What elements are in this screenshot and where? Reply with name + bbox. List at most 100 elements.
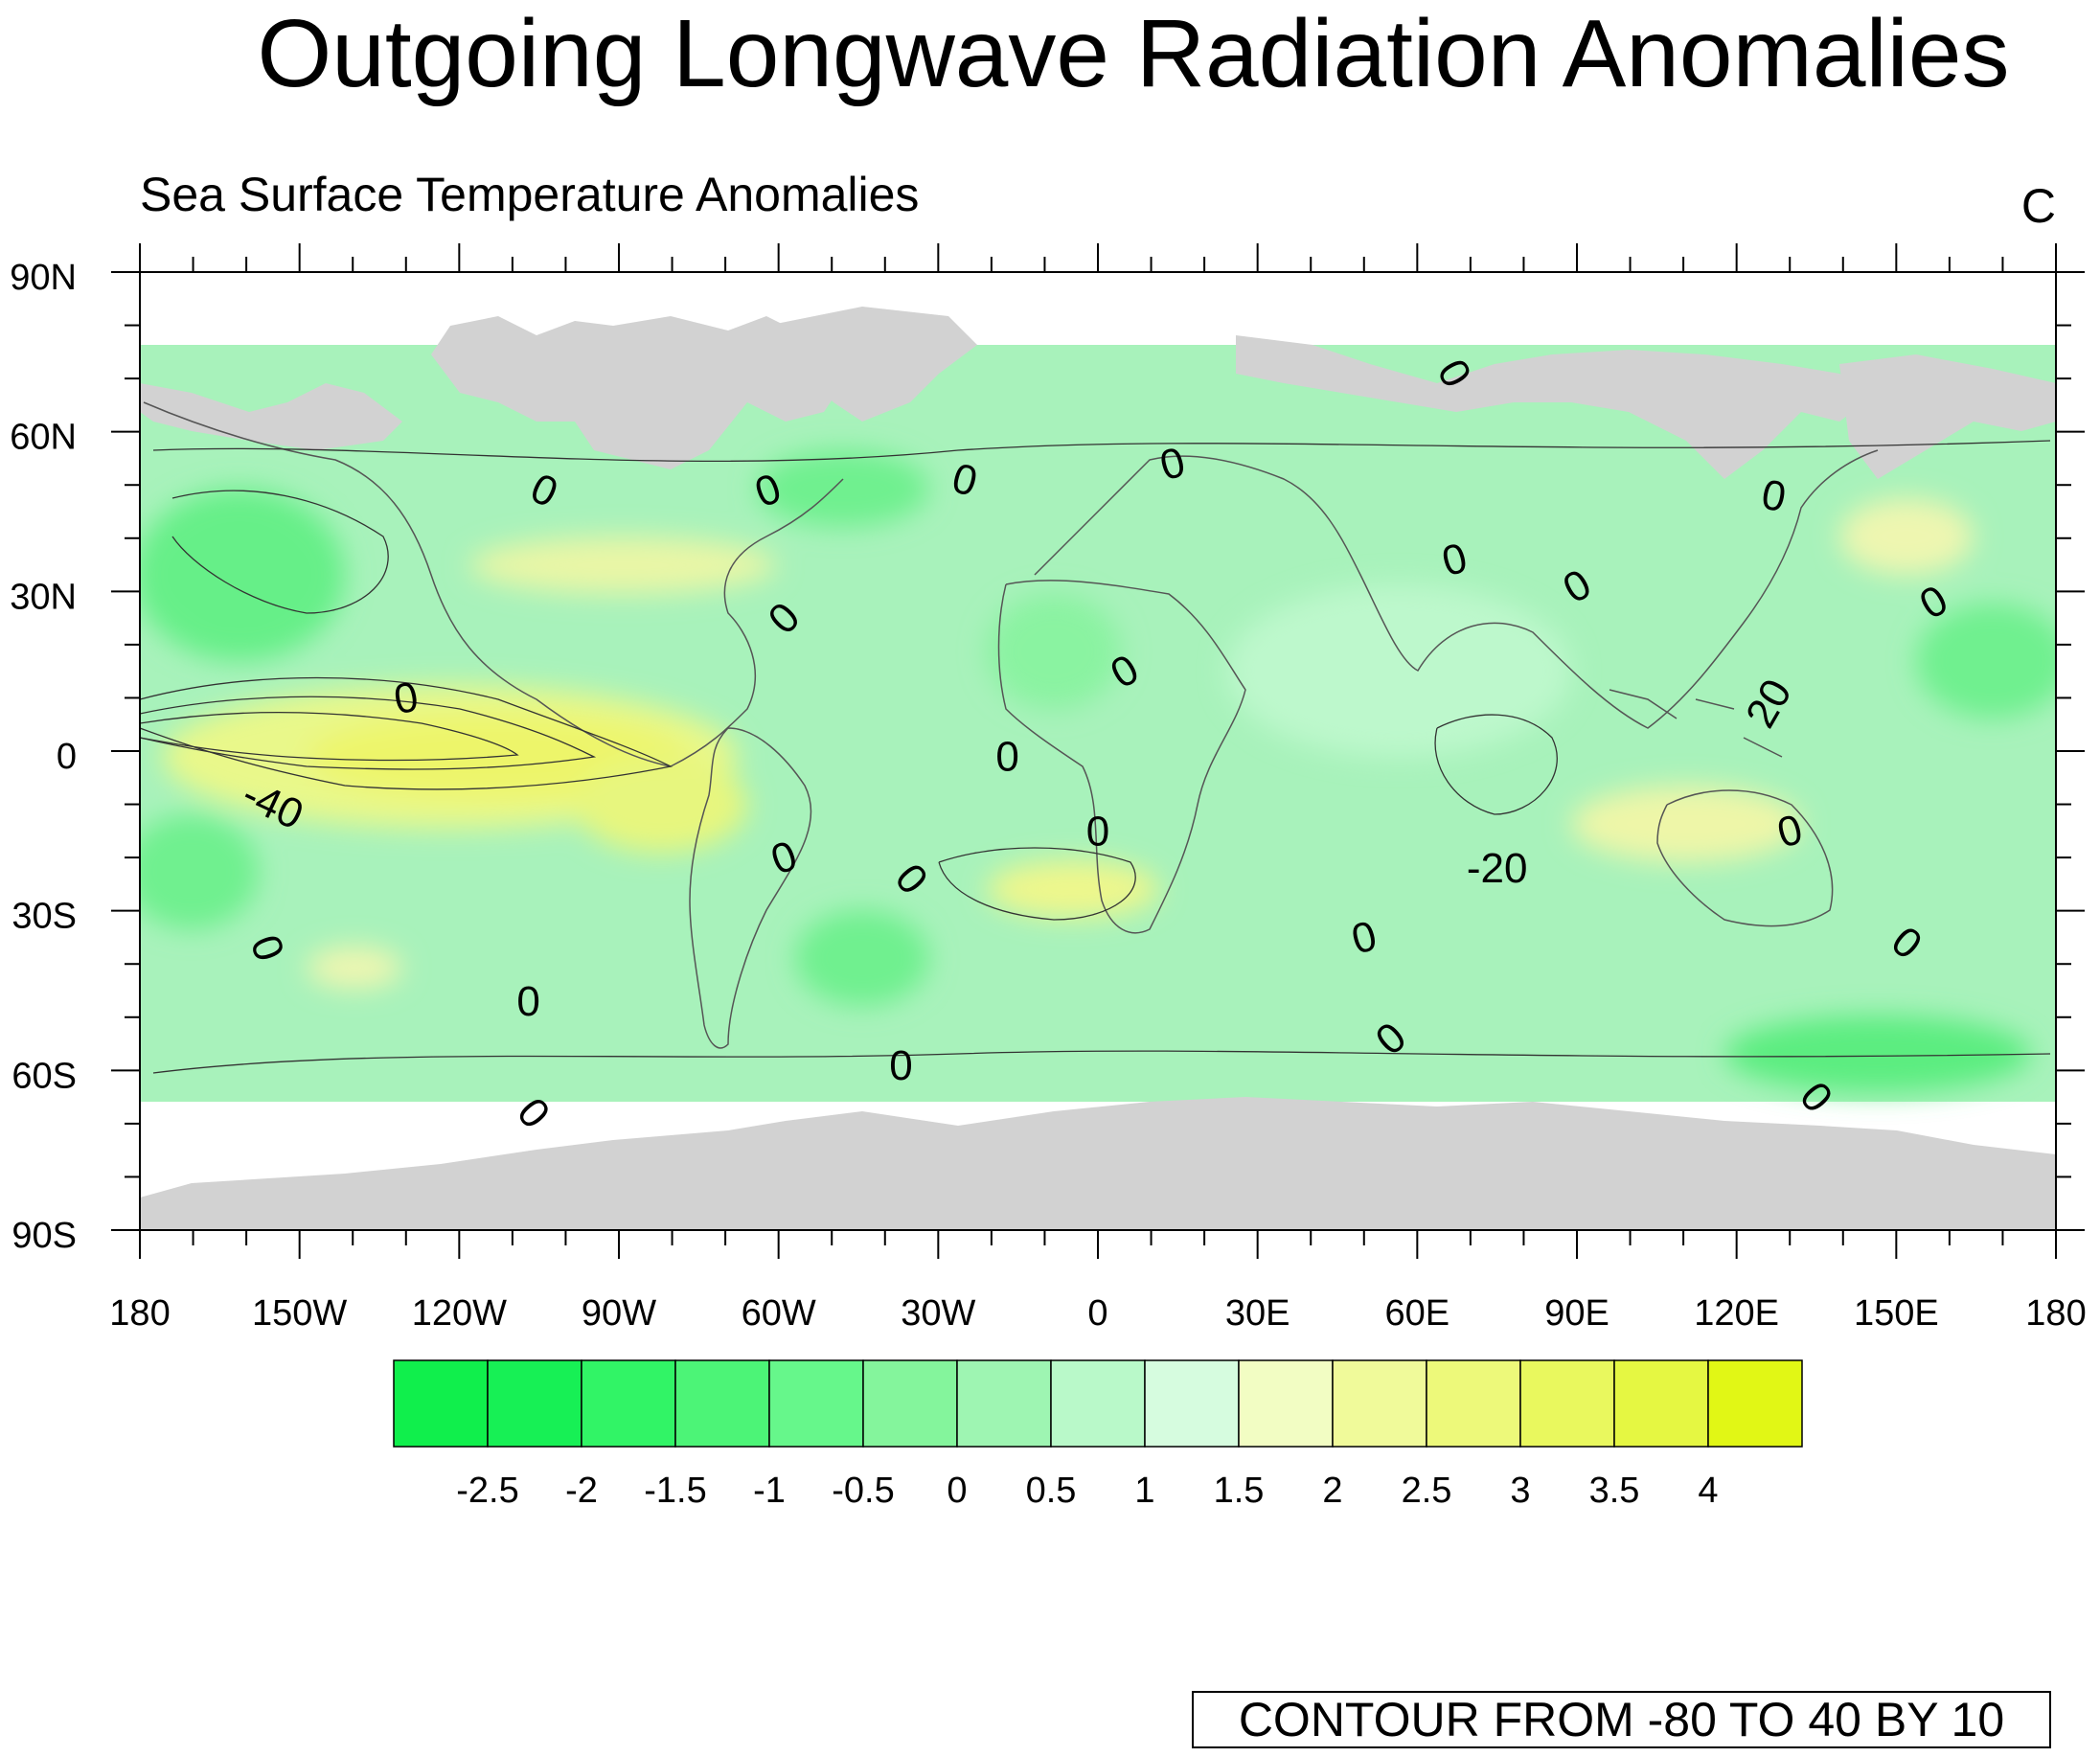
coast-maritime [1609,689,1783,758]
colorbar-label: -0.5 [832,1471,894,1511]
olr-contour-so [152,1050,2051,1074]
colorbar-box [1613,1359,1709,1448]
colorbar-box [956,1359,1052,1448]
sst-cool-satl-e [795,910,929,1006]
lon-tick-label: 150E [1854,1293,1939,1334]
lon-tick-label: 60W [742,1293,816,1334]
land-alaska [140,383,402,450]
coast-north-america [143,401,844,767]
main-title: Outgoing Longwave Radiation Anomalies [257,0,2009,107]
colorbar-label: 3.5 [1589,1471,1640,1511]
coast-australia [1656,789,1834,927]
lat-tick-label: 60S [11,1056,77,1096]
colorbar-label: 1 [1134,1471,1154,1511]
colorbar-label: -1.5 [644,1471,706,1511]
colorbar-box [674,1359,770,1448]
colorbar-label: 0 [947,1471,967,1511]
lon-tick-label: 30W [901,1293,975,1334]
sst-cool-so [1724,1015,2031,1092]
land-ne-asia [1839,354,2056,479]
coast-africa [997,580,1246,934]
colorbar-label: 3 [1510,1471,1530,1511]
lat-tick-label: 30S [11,897,77,937]
sst-warm-npac-w [1839,498,1974,575]
contour-label: 0 [516,978,539,1025]
colorbar-box [768,1359,864,1448]
olr-contour-npac [171,490,389,614]
colorbar-box [1707,1359,1803,1448]
sst-warm-spac [307,947,402,989]
contour-info-text: CONTOUR FROM -80 TO 40 BY 10 [1238,1693,2005,1746]
olr-contour-nh [152,440,2051,462]
olr-contour-neg2 [140,696,597,770]
lat-tick-label: 90N [10,258,77,298]
lon-tick-label: 120E [1694,1293,1779,1334]
lat-tick-label: 90S [11,1216,77,1256]
colorbar-box [1238,1359,1334,1448]
colorbar-box [581,1359,676,1448]
lat-tick-label: 60N [10,418,77,458]
subtitle-right: C [2021,179,2056,233]
olr-contour-maritime [1434,714,1558,815]
colorbar-label: -2.5 [456,1471,518,1511]
contour-label: 0 [889,1042,912,1089]
land-antarctica [140,1097,2056,1230]
contour-label: 0 [995,734,1018,781]
land-masked [140,307,2056,1230]
colorbar-labels: -2.5 -2 -1.5 -1 -0.5 0 0.5 1 1.5 2 2.5 3 3.5 4 [456,1471,1718,1511]
colorbar-label: 0.5 [1026,1471,1077,1511]
sst-cool-spac [140,814,259,929]
land-arctic-canada [431,316,843,469]
colorbar-box [1050,1359,1146,1448]
colorbar-box [1332,1359,1427,1448]
sst-warm-eq-east [575,757,747,853]
sst-cool-io [1226,584,1571,757]
colorbar-label: 2.5 [1402,1471,1452,1511]
sst-cool-nh-atl [757,450,929,527]
olr-contour-satl [938,847,1136,921]
contour-label: 0 [1086,808,1109,855]
sst-cool-enpac [1916,604,2056,719]
lon-tick-label: 30E [1225,1293,1290,1334]
sst-cool-npac [140,489,345,661]
lon-tick-label: 180 [109,1293,170,1334]
colorbar-box [862,1359,958,1448]
lon-tick-label: 180 [2025,1293,2086,1334]
axis-ticks [111,243,2085,1259]
sst-warm-aus [1571,786,1801,862]
colorbar-label: 2 [1322,1471,1342,1511]
lon-tick-label: 60E [1385,1293,1450,1334]
lat-tick-label: 30N [10,577,77,617]
contour-info-box: CONTOUR FROM -80 TO 40 BY 10 [1192,1691,2051,1748]
olr-contour-neg1 [140,676,673,790]
colorbar-label: -1 [753,1471,786,1511]
lon-tick-label: 90W [582,1293,656,1334]
lon-tick-label: 120W [412,1293,507,1334]
land-siberia [1236,335,1878,479]
coast-south-america [689,727,812,1049]
sst-cool-africa [987,594,1121,709]
colorbar-label: 1.5 [1214,1471,1265,1511]
colorbar-label: -2 [565,1471,598,1511]
latitude-labels: 90N 60N 30N 0 30S 60S 90S [10,258,77,1256]
contour-label: -20 [1467,845,1528,892]
olr-contours [140,440,2051,1074]
coastlines [143,401,1879,1049]
olr-contour-neg3 [140,712,519,762]
colorbar-box [1519,1359,1615,1448]
lon-tick-label: 90E [1544,1293,1609,1334]
colorbar-box [487,1359,582,1448]
lat-tick-label: 0 [57,737,77,777]
coast-europe-asia [1034,449,1879,729]
longitude-labels: 180 150W 120W 90W 60W 30W 0 30E 60E 90E 120E 150E 18… [109,1293,2086,1334]
sst-warm-satl [987,860,1159,918]
colorbar-box [1144,1359,1240,1448]
colorbar-label: 4 [1698,1471,1718,1511]
colorbar [393,1359,1803,1448]
lon-tick-label: 0 [1087,1293,1107,1334]
sst-field [140,345,2056,1102]
colorbar-box [393,1359,489,1448]
land-greenland [766,307,977,422]
